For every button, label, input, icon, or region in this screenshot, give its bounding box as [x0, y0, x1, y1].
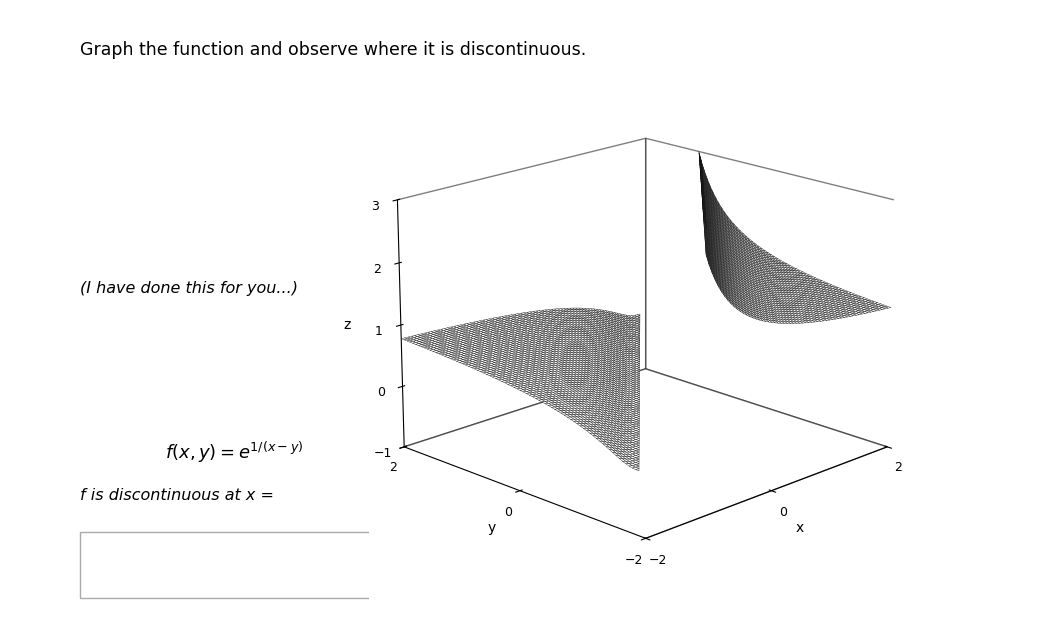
Text: Graph the function and observe where it is discontinuous.: Graph the function and observe where it … [80, 41, 586, 59]
Text: f is discontinuous at x =: f is discontinuous at x = [80, 487, 273, 503]
Text: $f(x, y) = e^{1/(x - y)}$: $f(x, y) = e^{1/(x - y)}$ [165, 440, 303, 465]
X-axis label: x: x [796, 521, 803, 535]
Text: (I have done this for you...): (I have done this for you...) [80, 280, 298, 296]
Y-axis label: y: y [487, 521, 496, 535]
FancyBboxPatch shape [80, 532, 484, 598]
